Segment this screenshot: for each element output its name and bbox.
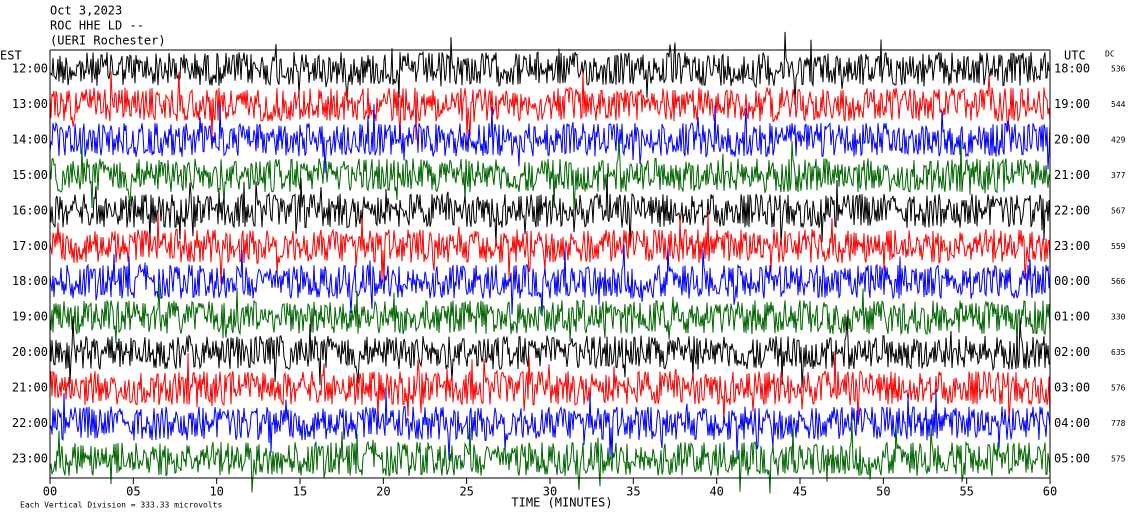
right-time-label: 20:00 bbox=[1054, 132, 1090, 146]
dc-value: 377 bbox=[1111, 171, 1126, 180]
right-time-label: 23:00 bbox=[1054, 239, 1090, 253]
x-tick-label: 60 bbox=[1043, 485, 1057, 499]
waveform bbox=[49, 244, 1051, 317]
waveform bbox=[49, 315, 1051, 388]
dc-value: 567 bbox=[1111, 206, 1126, 215]
right-time-label: 22:00 bbox=[1054, 203, 1090, 217]
dc-label: DC bbox=[1105, 50, 1115, 59]
x-tick-label: 25 bbox=[459, 485, 473, 499]
right-axis-label: UTC bbox=[1064, 49, 1086, 63]
left-time-label: 12:00 bbox=[12, 62, 48, 76]
x-tick-label: 55 bbox=[959, 485, 973, 499]
waveform bbox=[49, 350, 1051, 424]
left-time-label: 16:00 bbox=[12, 203, 48, 217]
x-tick-label: 30 bbox=[543, 485, 557, 499]
dc-value: 559 bbox=[1111, 242, 1126, 251]
scale-note: Each Vertical Division = 333.33 microvol… bbox=[20, 501, 222, 510]
title: Oct 3,2023 bbox=[50, 4, 122, 18]
dc-value: 576 bbox=[1111, 384, 1126, 393]
dc-value: 429 bbox=[1111, 135, 1126, 144]
dc-value: 778 bbox=[1111, 419, 1126, 428]
right-time-label: 03:00 bbox=[1054, 381, 1090, 395]
subtitle: ROC HHE LD -- bbox=[50, 19, 144, 33]
x-axis-label: TIME (MINUTES) bbox=[511, 496, 612, 510]
left-time-label: 21:00 bbox=[12, 381, 48, 395]
waveform bbox=[49, 173, 1051, 247]
waveform bbox=[49, 139, 1051, 211]
x-tick-label: 45 bbox=[793, 485, 807, 499]
left-time-label: 19:00 bbox=[12, 310, 48, 324]
waveform bbox=[49, 283, 1051, 350]
waveform bbox=[49, 389, 1051, 461]
x-tick-label: 05 bbox=[126, 485, 140, 499]
right-time-label: 01:00 bbox=[1054, 310, 1090, 324]
left-time-label: 15:00 bbox=[12, 168, 48, 182]
left-time-label: 22:00 bbox=[12, 416, 48, 430]
dc-value: 330 bbox=[1111, 313, 1126, 322]
right-time-label: 19:00 bbox=[1054, 97, 1090, 111]
left-time-label: 14:00 bbox=[12, 132, 48, 146]
waveform bbox=[49, 71, 1051, 141]
right-time-label: 04:00 bbox=[1054, 416, 1090, 430]
right-time-label: 18:00 bbox=[1054, 62, 1090, 76]
x-tick-label: 20 bbox=[376, 485, 390, 499]
right-time-label: 21:00 bbox=[1054, 168, 1090, 182]
waveform bbox=[49, 421, 1051, 494]
waveforms bbox=[49, 31, 1051, 494]
left-time-label: 13:00 bbox=[12, 97, 48, 111]
left-time-label: 18:00 bbox=[12, 274, 48, 288]
x-tick-label: 35 bbox=[626, 485, 640, 499]
left-time-label: 23:00 bbox=[12, 451, 48, 465]
dc-value: 536 bbox=[1111, 65, 1126, 74]
x-tick-label: 00 bbox=[43, 485, 57, 499]
left-time-label: 20:00 bbox=[12, 345, 48, 359]
left-time-label: 17:00 bbox=[12, 239, 48, 253]
x-tick-label: 15 bbox=[293, 485, 307, 499]
waveform bbox=[49, 31, 1051, 106]
x-tick-label: 50 bbox=[876, 485, 890, 499]
x-tick-label: 40 bbox=[709, 485, 723, 499]
right-time-label: 00:00 bbox=[1054, 274, 1090, 288]
waveform bbox=[49, 212, 1051, 284]
x-tick-label: 10 bbox=[209, 485, 223, 499]
dc-value: 635 bbox=[1111, 348, 1126, 357]
right-time-label: 02:00 bbox=[1054, 345, 1090, 359]
station: (UERI Rochester) bbox=[50, 34, 166, 48]
waveform bbox=[49, 104, 1051, 174]
right-time-label: 05:00 bbox=[1054, 451, 1090, 465]
dc-value: 544 bbox=[1111, 100, 1126, 109]
left-axis-label: EST bbox=[0, 49, 22, 63]
dc-value: 575 bbox=[1111, 454, 1126, 463]
dc-value: 566 bbox=[1111, 277, 1126, 286]
